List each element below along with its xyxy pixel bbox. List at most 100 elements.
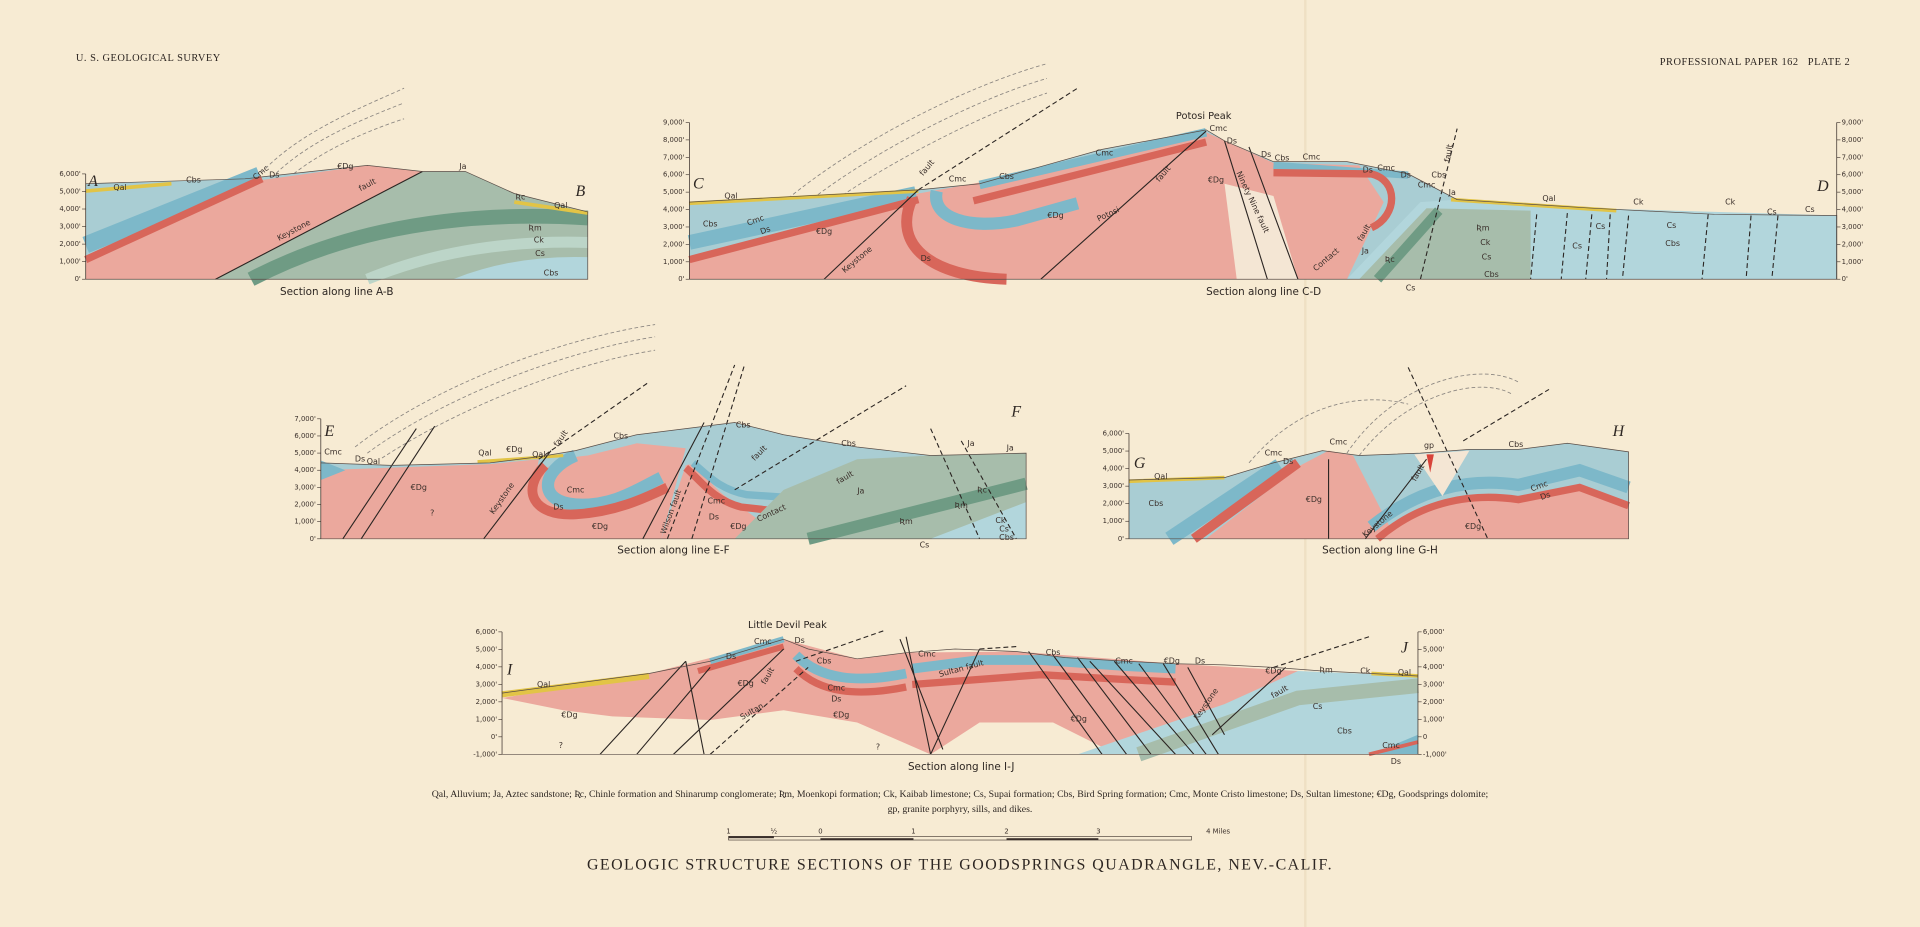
- section-ab-drawing-shape: [84, 175, 264, 263]
- formation-label: Ds: [921, 254, 931, 263]
- section-caption: Section along line C-D: [1206, 286, 1321, 298]
- section-cd-drawing-shape: [1530, 213, 1779, 280]
- section-ab-drawing: [82, 87, 589, 286]
- elevation-label: 2,000': [1423, 698, 1445, 706]
- formation-label: Qal: [532, 450, 545, 459]
- formation-label: Ds: [355, 455, 365, 464]
- elevation-label: 8,000': [1842, 136, 1864, 144]
- formation-label: Ck: [1360, 667, 1371, 676]
- elevation-label: 0': [310, 535, 316, 543]
- section-ef-drawing-shape: [683, 464, 785, 516]
- scale-label: 1: [726, 827, 730, 835]
- section-gh-drawing-shape: [1383, 487, 1629, 539]
- section-ab-drawing-shape: [365, 236, 588, 285]
- formation-label: Cmc: [1115, 657, 1133, 666]
- formation-label: fault: [1443, 143, 1455, 162]
- section-ef-drawing-shape: [367, 336, 656, 454]
- formation-label: Ʀm: [1319, 665, 1333, 674]
- elevation-label: 9,000': [1842, 118, 1864, 126]
- section-cd-drawing-shape: [1040, 130, 1207, 280]
- formation-label: Cmc: [828, 684, 846, 693]
- formation-label: Cmc: [567, 485, 585, 494]
- elevation-label: 6,000': [1103, 430, 1125, 438]
- formation-label: €Dg: [592, 522, 608, 531]
- section-gh-drawing-shape: [1206, 450, 1396, 539]
- formation-label: Ja: [1361, 247, 1369, 256]
- section-caption: Section along line I-J: [908, 761, 1015, 773]
- section-ef-drawing-shape: [354, 324, 656, 448]
- formation-label: Ja: [1448, 188, 1456, 197]
- formation-label: Cbs: [1665, 239, 1680, 248]
- formation-label: Cbs: [817, 657, 832, 666]
- scale-bar: [728, 836, 1192, 841]
- scale-label: 4 Miles: [1206, 827, 1230, 835]
- header-right: PROFESSIONAL PAPER 162 PLATE 2: [1660, 57, 1850, 68]
- section-ab-drawing-shape: [514, 200, 589, 215]
- formation-label: Cmc: [918, 649, 936, 658]
- section-cd-drawing-shape: [1419, 128, 1458, 280]
- section-end-letter: G: [1134, 455, 1146, 472]
- section-caption: Section along line A-B: [280, 286, 393, 298]
- elevation-label: 6,000': [663, 171, 685, 179]
- section-gh-drawing-shape: [1375, 483, 1630, 542]
- plate-title: GEOLOGIC STRUCTURE SECTIONS OF THE GOODS…: [587, 856, 1333, 873]
- formation-label: Ds: [1391, 757, 1401, 766]
- elevation-label: 2,000': [59, 240, 81, 248]
- section-cd-drawing-shape: [1224, 183, 1298, 280]
- elevation-label: 4,000': [59, 205, 81, 213]
- section-end-letter: D: [1816, 178, 1829, 195]
- section-caption: Section along line E-F: [617, 545, 729, 557]
- elevation-label: 0': [75, 275, 81, 283]
- section-ef-drawing-shape: [320, 422, 1027, 540]
- scale-label: 2: [1004, 827, 1008, 835]
- section-cd-drawing-shape: [1450, 197, 1617, 213]
- formation-label: Cs: [1767, 207, 1777, 216]
- section-ab-drawing-shape: [82, 167, 263, 253]
- elevation-label: 7,000': [663, 153, 685, 161]
- formation-label: €Dg: [337, 162, 353, 171]
- section-cd-drawing-shape: [688, 196, 920, 264]
- peak-label: Little Devil Peak: [748, 620, 827, 631]
- section-ab-drawing-shape: [256, 87, 405, 178]
- section-ef-drawing-shape: [381, 349, 656, 459]
- formation-label: Ck: [1725, 198, 1736, 207]
- section-ij-drawing-shape: [911, 655, 1176, 674]
- formation-label: Cbs: [186, 176, 201, 185]
- formation-label: Cbs: [703, 220, 718, 229]
- formation-label: Ʀm: [955, 501, 969, 510]
- section-ab-drawing-shape: [271, 102, 405, 178]
- elevation-label: 3,000': [1103, 482, 1125, 490]
- elevation-label: 6,000': [1842, 171, 1864, 179]
- formation-label: Ds: [1539, 490, 1552, 502]
- formation-label: Cs: [999, 525, 1009, 534]
- scale-bar-shape: [1006, 838, 1099, 841]
- formation-label: Ʀc: [1385, 255, 1395, 264]
- formation-label: Cmc: [1096, 149, 1114, 158]
- formation-label: Ds: [1195, 657, 1205, 666]
- scale-label: ½: [771, 827, 778, 835]
- section-gh-drawing-shape: [1367, 463, 1631, 532]
- peak-label: Potosi Peak: [1176, 111, 1232, 122]
- section-cd-drawing-shape: [689, 189, 919, 206]
- section-cd-drawing-shape: [972, 138, 1208, 205]
- elevation-label: 1,000': [1842, 258, 1864, 266]
- elevation-label: 0': [1118, 535, 1124, 543]
- elevation-label: 3,000': [1842, 223, 1864, 231]
- elevation-label: 6,000': [294, 432, 316, 440]
- section-ef-drawing-shape: [320, 460, 346, 481]
- elevation-label: 6,000': [59, 170, 81, 178]
- section-gh-drawing-shape: [1248, 399, 1409, 464]
- section-ef-drawing-shape: [477, 454, 564, 464]
- elevation-label: 3,000': [294, 483, 316, 491]
- section-ab-drawing-shape: [85, 181, 172, 193]
- section-cd-drawing-shape: [687, 186, 918, 250]
- section-cd-drawing-shape: [823, 189, 919, 280]
- section-end-letter: E: [323, 423, 334, 440]
- scale-label: 1: [911, 827, 915, 835]
- formation-label: Cs: [1572, 242, 1582, 251]
- section-cd-drawing-shape: [807, 77, 1048, 203]
- formation-label: Cmc: [1330, 438, 1348, 447]
- elevation-label: 1,000': [1423, 715, 1445, 723]
- formation-label: gp: [1424, 441, 1434, 450]
